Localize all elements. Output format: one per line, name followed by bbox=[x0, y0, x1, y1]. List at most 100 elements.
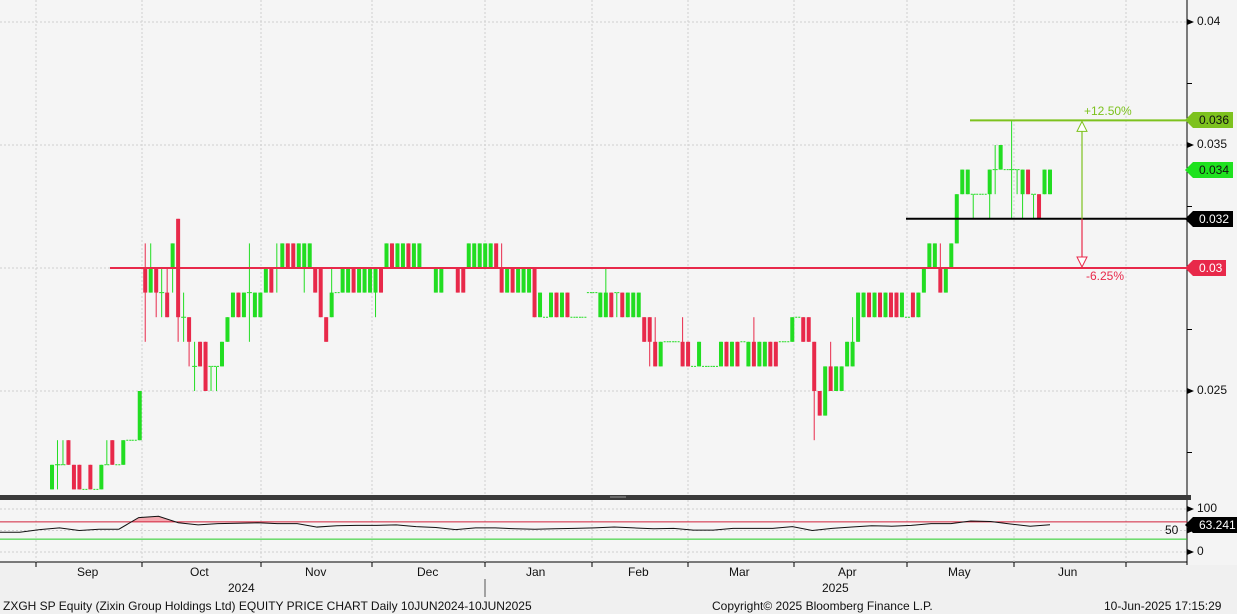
rsi-line bbox=[0, 515, 1051, 533]
candle bbox=[845, 341, 850, 367]
candle bbox=[362, 268, 367, 293]
candle-body bbox=[368, 268, 373, 293]
candle-body bbox=[631, 292, 636, 318]
candle-body bbox=[417, 243, 422, 268]
candle bbox=[965, 169, 970, 195]
candle-body bbox=[867, 292, 872, 318]
candle-body bbox=[762, 341, 767, 367]
candle bbox=[960, 169, 965, 195]
candle-body bbox=[203, 341, 208, 391]
candle bbox=[477, 243, 482, 268]
candle-body bbox=[806, 317, 811, 342]
candle-body bbox=[894, 292, 899, 318]
rsi-tick-label: 100 bbox=[1197, 501, 1218, 515]
candle-body bbox=[642, 317, 647, 342]
candle-body bbox=[499, 268, 504, 293]
candle bbox=[899, 292, 904, 318]
candle-body bbox=[949, 243, 954, 268]
candle bbox=[219, 341, 224, 367]
candle-body bbox=[1037, 194, 1042, 219]
candle bbox=[466, 243, 471, 268]
candle bbox=[927, 243, 932, 268]
candle bbox=[1014, 169, 1020, 195]
candle-body bbox=[137, 391, 142, 441]
candle bbox=[269, 268, 274, 293]
x-month-label: Nov bbox=[305, 565, 327, 579]
candle bbox=[66, 440, 71, 465]
last-price-tag: 0.034 bbox=[1184, 161, 1234, 178]
candle-body bbox=[538, 292, 543, 318]
candle-body bbox=[697, 341, 702, 367]
candle bbox=[121, 440, 126, 465]
candle-body bbox=[302, 243, 307, 268]
candle bbox=[943, 268, 948, 293]
candle bbox=[521, 268, 526, 293]
candle-body bbox=[170, 243, 175, 268]
arrow-up-icon bbox=[1076, 120, 1088, 132]
candle-body bbox=[351, 268, 356, 293]
candle-body bbox=[521, 268, 526, 293]
candle bbox=[812, 341, 817, 441]
candle-body bbox=[510, 268, 515, 293]
candle-body bbox=[148, 268, 153, 293]
candle bbox=[768, 341, 773, 367]
candle bbox=[400, 243, 405, 268]
candle-body bbox=[751, 341, 756, 367]
candle bbox=[208, 365, 214, 391]
candle bbox=[987, 169, 992, 219]
candle-body bbox=[313, 268, 318, 293]
candle bbox=[823, 366, 828, 416]
candle bbox=[554, 292, 559, 318]
candle bbox=[839, 366, 844, 391]
candle-body bbox=[187, 317, 192, 342]
candle-body bbox=[790, 317, 795, 342]
candle-body bbox=[488, 243, 493, 268]
candle-body bbox=[285, 243, 290, 268]
candle bbox=[181, 292, 187, 342]
candle-body bbox=[1048, 169, 1052, 195]
candle-body bbox=[823, 366, 828, 416]
candle-body bbox=[50, 464, 54, 490]
candle-body bbox=[943, 268, 948, 293]
candle-body bbox=[878, 292, 883, 318]
candle bbox=[828, 341, 833, 391]
candle bbox=[724, 341, 729, 367]
candle-body bbox=[603, 292, 608, 318]
candle-body bbox=[527, 268, 532, 293]
candle bbox=[241, 292, 246, 318]
candle-body bbox=[77, 464, 82, 490]
y-tick-arrow bbox=[1187, 19, 1194, 25]
candle-body bbox=[373, 268, 378, 293]
candle bbox=[433, 268, 438, 293]
candle-body bbox=[932, 243, 937, 268]
candle bbox=[949, 243, 954, 268]
candle-body bbox=[466, 243, 471, 268]
candle bbox=[598, 292, 603, 318]
candle bbox=[54, 440, 60, 490]
candle bbox=[143, 243, 148, 342]
candle bbox=[258, 292, 263, 318]
candle-body bbox=[735, 341, 740, 367]
candle-body bbox=[768, 341, 773, 367]
y-tick-label: 0.035 bbox=[1197, 137, 1228, 151]
rsi-tick-arrow bbox=[1187, 506, 1194, 512]
candle bbox=[154, 268, 159, 318]
candle bbox=[236, 292, 241, 318]
x-month-label: Jan bbox=[526, 565, 546, 579]
candle bbox=[817, 391, 822, 416]
measure-down-label: -6.25% bbox=[1086, 269, 1125, 283]
candle bbox=[762, 341, 767, 367]
candle-body bbox=[598, 292, 603, 318]
candle bbox=[894, 292, 899, 318]
rsi-last-tag: 63.241 bbox=[1185, 516, 1237, 533]
candle bbox=[384, 243, 389, 268]
x-month-label: May bbox=[948, 565, 971, 579]
y-tick-arrow bbox=[1187, 142, 1194, 148]
candle bbox=[71, 464, 76, 490]
candle-body bbox=[987, 169, 992, 195]
candle bbox=[296, 243, 301, 268]
candle bbox=[104, 440, 110, 466]
candle bbox=[198, 341, 203, 367]
candle bbox=[538, 292, 543, 318]
